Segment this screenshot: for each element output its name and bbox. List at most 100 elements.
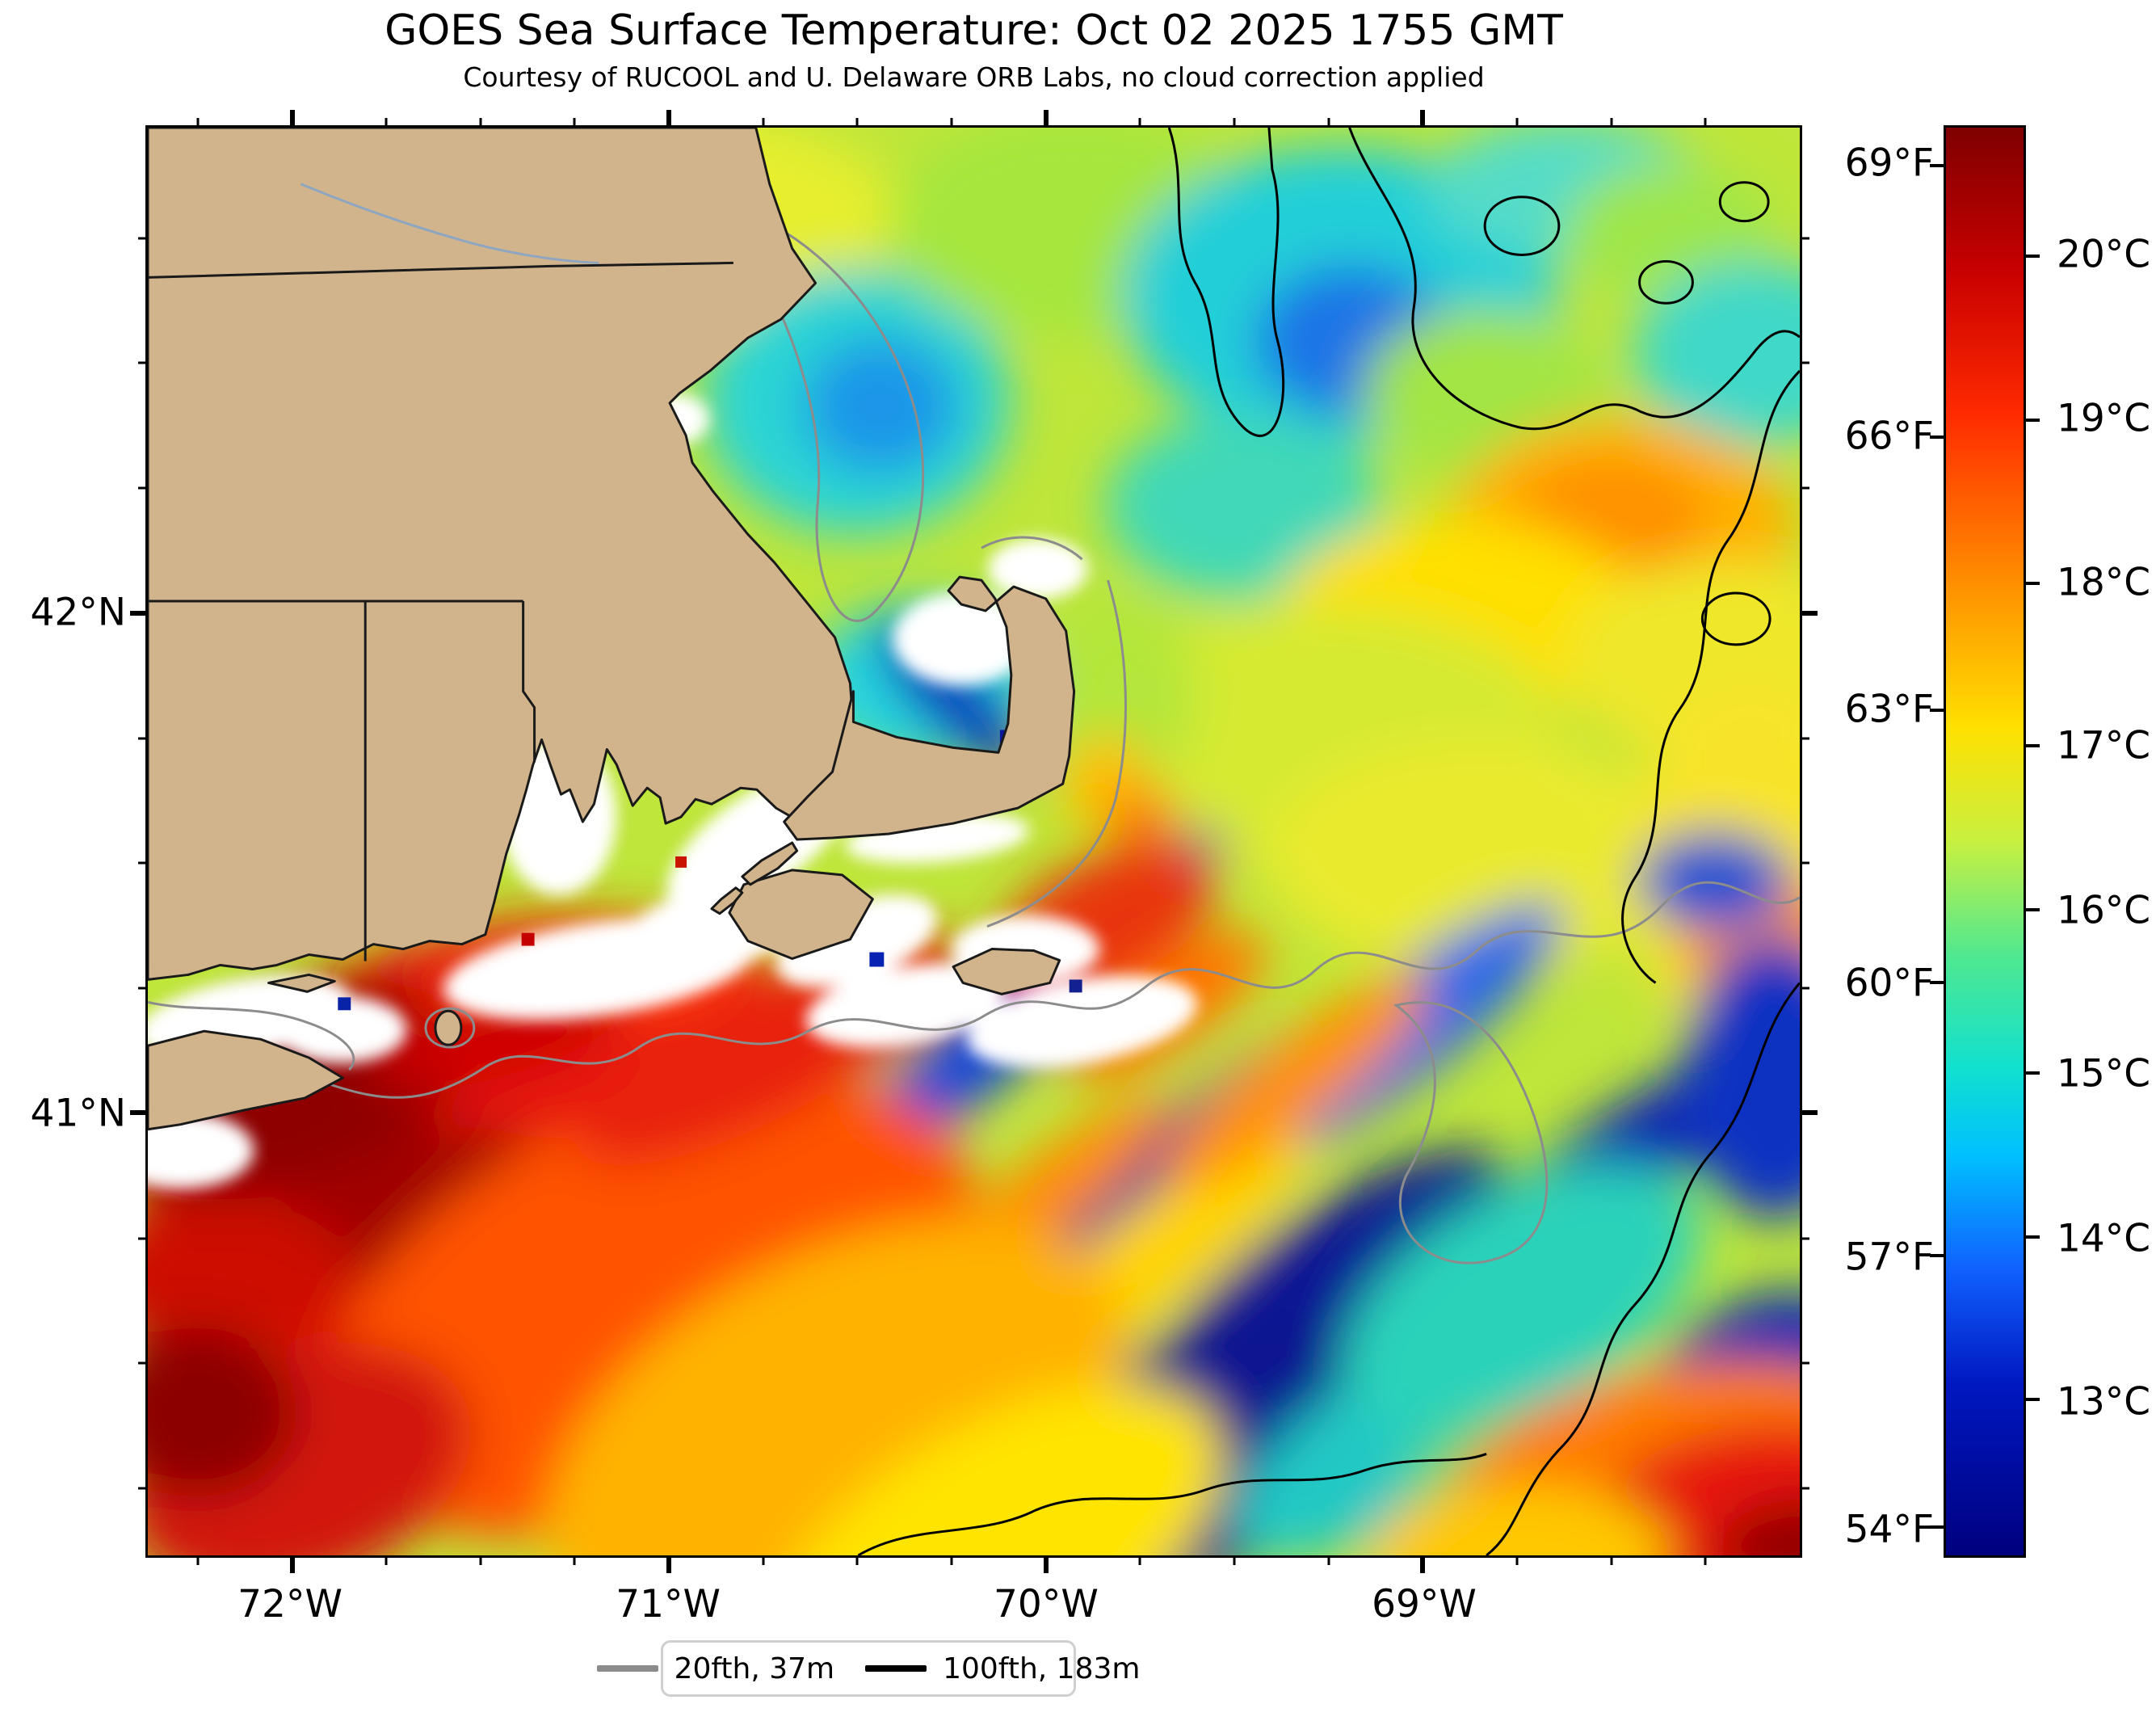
x-minor-tick — [1138, 118, 1141, 128]
x-minor-tick — [479, 1555, 482, 1565]
x-minor-tick — [1233, 1555, 1236, 1565]
x-minor-tick — [855, 1555, 859, 1565]
land-polygons — [148, 128, 1076, 1131]
figure-subtitle: Courtesy of RUCOOL and U. Delaware ORB L… — [463, 61, 1485, 93]
colorbar-celsius-labels: 20°C 19°C 18°C 17°C 16°C 15°C 14°C 13°C — [2057, 125, 2156, 1558]
x-minor-tick — [385, 118, 388, 128]
x-minor-tick — [1233, 118, 1236, 128]
y-minor-tick — [138, 1237, 148, 1240]
colorbar-f-label: 63°F — [1844, 687, 1934, 732]
page-title: GOES Sea Surface Temperature: Oct 02 202… — [385, 6, 1563, 55]
cape-cod — [783, 575, 1076, 841]
x-minor-tick — [1610, 118, 1613, 128]
x-minor-tick — [762, 118, 765, 128]
mainland-newengland — [148, 128, 855, 981]
elizabeth-islands-2 — [710, 886, 744, 915]
x-minor-tick — [196, 118, 200, 128]
colorbar-f-label: 69°F — [1844, 141, 1934, 186]
legend-label: 100fth, 183m — [943, 1652, 1141, 1685]
colorbar-f-tick — [1930, 1525, 1946, 1529]
x-axis-labels: 72°W 71°W 70°W 69°W — [145, 1582, 1802, 1631]
x-major-tick — [289, 110, 295, 128]
colorbar-f-label: 57°F — [1844, 1235, 1934, 1280]
x-major-tick — [1420, 110, 1426, 128]
y-minor-tick — [1800, 361, 1809, 364]
y-minor-tick — [1800, 237, 1809, 240]
x-major-tick — [666, 1555, 672, 1573]
y-minor-tick — [1800, 1487, 1809, 1490]
y-minor-tick — [138, 486, 148, 490]
colorbar-c-label: 19°C — [2057, 396, 2151, 441]
river-line — [300, 183, 599, 264]
colorbar-c-tick — [2024, 419, 2040, 423]
gray-line-swatch — [596, 1665, 658, 1672]
y-major-tick — [130, 1110, 148, 1116]
elizabeth-islands — [741, 841, 799, 886]
y-minor-tick — [138, 861, 148, 865]
marthas-vineyard — [728, 869, 874, 961]
colorbar-f-tick — [1930, 981, 1946, 985]
colorbar-f-tick — [1930, 1253, 1946, 1257]
colorbar-fahrenheit-labels: 69°F 66°F 63°F 60°F 57°F 54°F — [1801, 125, 1934, 1558]
x-minor-tick — [1610, 1555, 1613, 1565]
legend: 20fth, 37m 100fth, 183m — [596, 1640, 1140, 1697]
x-minor-tick — [1138, 1555, 1141, 1565]
colorbar-c-label: 17°C — [2057, 723, 2151, 768]
colorbar-f-label: 66°F — [1844, 414, 1934, 459]
x-minor-tick — [1704, 1555, 1707, 1565]
colorbar-c-label: 16°C — [2057, 888, 2151, 933]
colorbar-c-tick — [2024, 1398, 2040, 1402]
colorbar-f-tick — [1930, 436, 1946, 440]
colorbar-c-label: 15°C — [2057, 1051, 2151, 1096]
x-tick-label: 71°W — [616, 1582, 721, 1626]
x-minor-tick — [1515, 118, 1519, 128]
y-minor-tick — [138, 987, 148, 990]
x-minor-tick — [950, 118, 953, 128]
x-tick-label: 72°W — [237, 1582, 343, 1626]
x-major-tick — [1420, 1555, 1426, 1573]
colorbar-c-tick — [2024, 908, 2040, 912]
legend-label: 20fth, 37m — [674, 1652, 835, 1685]
x-minor-tick — [855, 118, 859, 128]
colorbar-c-label: 13°C — [2057, 1379, 2151, 1424]
colorbar-c-label: 20°C — [2057, 232, 2151, 277]
colorbar-f-tick — [1930, 163, 1946, 167]
x-minor-tick — [950, 1555, 953, 1565]
x-major-tick — [1043, 1555, 1049, 1573]
y-minor-tick — [1800, 861, 1809, 865]
y-tick-label: 42°N — [30, 590, 126, 635]
legend-item-100fathom: 100fth, 183m — [865, 1652, 1140, 1685]
x-minor-tick — [479, 118, 482, 128]
y-minor-tick — [138, 1487, 148, 1490]
colorbar-c-label: 14°C — [2057, 1216, 2151, 1261]
y-minor-tick — [138, 737, 148, 740]
x-minor-tick — [1327, 118, 1330, 128]
x-minor-tick — [573, 118, 576, 128]
colorbar — [1930, 125, 2040, 1558]
x-minor-tick — [762, 1555, 765, 1565]
fishers-island — [267, 973, 336, 993]
y-minor-tick — [138, 237, 148, 240]
y-minor-tick — [1800, 1237, 1809, 1240]
x-minor-tick — [1704, 118, 1707, 128]
x-major-tick — [289, 1555, 295, 1573]
colorbar-c-tick — [2024, 1235, 2040, 1239]
y-minor-tick — [1800, 737, 1809, 740]
x-major-tick — [1043, 110, 1049, 128]
x-tick-label: 70°W — [994, 1582, 1099, 1626]
y-minor-tick — [1800, 987, 1809, 990]
colorbar-c-tick — [2024, 581, 2040, 585]
sst-map — [130, 110, 1818, 1573]
y-minor-tick — [1800, 486, 1809, 490]
x-minor-tick — [385, 1555, 388, 1565]
long-island-tip — [148, 1029, 344, 1131]
x-minor-tick — [573, 1555, 576, 1565]
colorbar-f-tick — [1930, 708, 1946, 712]
x-minor-tick — [1515, 1555, 1519, 1565]
y-axis-labels: 42°N 41°N — [0, 125, 136, 1558]
colorbar-c-tick — [2024, 1071, 2040, 1075]
state-boundaries — [148, 261, 733, 961]
y-minor-tick — [1800, 1361, 1809, 1365]
sst-field-graphic — [148, 128, 1800, 1555]
